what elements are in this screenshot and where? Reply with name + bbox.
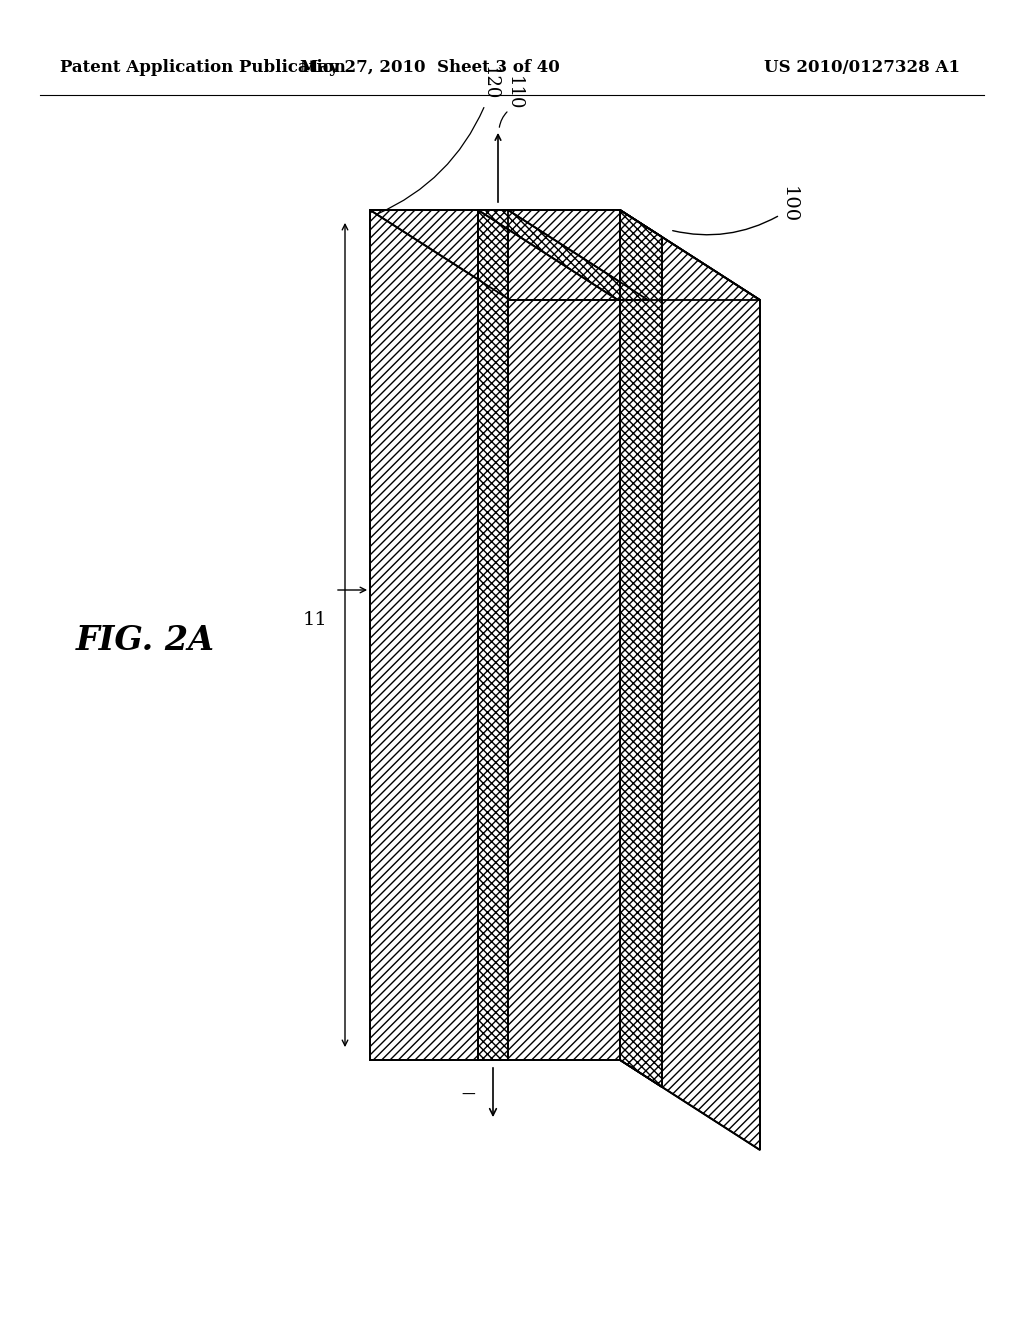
Text: US 2010/0127328 A1: US 2010/0127328 A1 xyxy=(764,59,961,77)
Polygon shape xyxy=(478,210,648,300)
Text: —: — xyxy=(461,1088,475,1102)
Text: Patent Application Publication: Patent Application Publication xyxy=(60,59,346,77)
Text: FIG. 2A: FIG. 2A xyxy=(76,623,214,656)
Text: 110: 110 xyxy=(505,75,523,110)
Text: 100: 100 xyxy=(780,186,798,223)
Text: 11: 11 xyxy=(303,611,328,630)
Text: May 27, 2010  Sheet 3 of 40: May 27, 2010 Sheet 3 of 40 xyxy=(300,59,560,77)
Polygon shape xyxy=(370,210,620,1060)
Polygon shape xyxy=(370,210,760,300)
Text: 120: 120 xyxy=(481,66,499,100)
Polygon shape xyxy=(620,210,662,1086)
Polygon shape xyxy=(620,210,760,1150)
Polygon shape xyxy=(478,210,508,1060)
